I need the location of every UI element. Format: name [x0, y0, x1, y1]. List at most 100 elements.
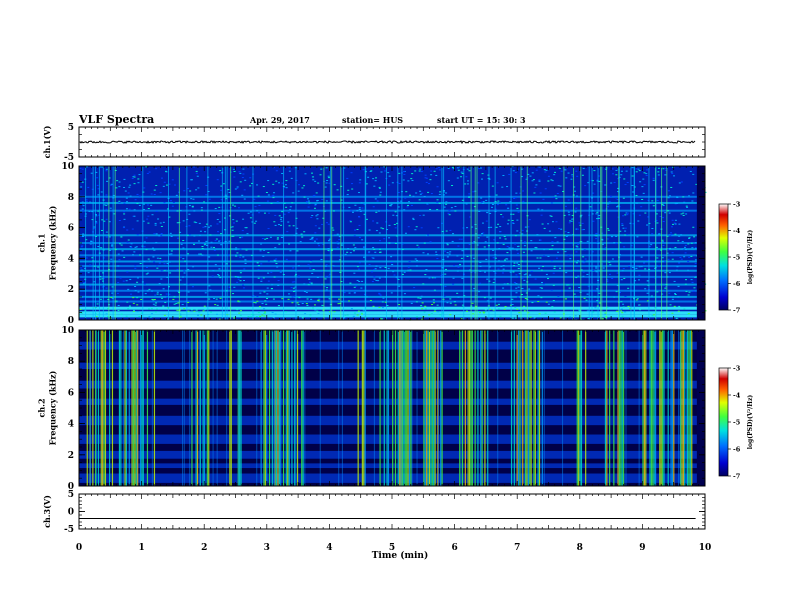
ch1-noise-cell [327, 240, 330, 242]
ch1-noise-cell [199, 253, 202, 255]
ch1-noise-cell [514, 197, 517, 199]
ch1-noise-cell [155, 185, 158, 187]
ch1-noise-cell [477, 237, 480, 239]
ch1-noise-cell [523, 241, 526, 243]
ch2-burst-column [278, 330, 280, 486]
ch1-noise-cell [516, 219, 519, 221]
ch1-noise-cell [516, 262, 519, 264]
ch1-noise-cell [465, 310, 468, 312]
ch1-noise-cell [402, 171, 405, 173]
ch1-noise-cell [163, 202, 166, 204]
ch1-noise-cell [134, 246, 137, 248]
ch1-noise-cell [257, 268, 260, 270]
ch1-noise-cell [559, 185, 562, 187]
ch1-noise-cell [621, 315, 624, 317]
colorbar-tick-label: -3 [733, 365, 741, 373]
ch2-burst-column [296, 330, 299, 486]
ch1-noise-cell [547, 278, 550, 280]
ch1-noise-cell [270, 202, 273, 204]
ch1-noise-cell [349, 220, 352, 222]
ch1-noise-cell [323, 286, 326, 288]
ch1-noise-cell [303, 283, 306, 285]
ch1-noise-cell [519, 232, 522, 234]
ch1-noise-cell [540, 214, 543, 216]
ch1-noise-cell [581, 222, 584, 224]
ch1-noise-cell [375, 265, 378, 267]
ch1-noise-cell [155, 233, 158, 235]
ch1-noise-cell [318, 298, 321, 300]
ch1-noise-cell [154, 224, 157, 226]
ch1-noise-cell [94, 235, 97, 237]
ch1-noise-cell [638, 214, 641, 216]
ch1-noise-cell [263, 311, 266, 313]
ch2-burst-column [268, 330, 271, 486]
ch1-noise-cell [123, 186, 126, 188]
ch1-noise-cell [152, 256, 155, 258]
ch2-sferic [122, 330, 124, 486]
colorbar-s2 [718, 367, 729, 477]
ch1-sferic [520, 166, 522, 320]
ch1-noise-cell [483, 297, 486, 299]
ch1-noise-cell [415, 301, 418, 303]
ch1-noise-cell [146, 172, 149, 174]
ch1-noise-cell [309, 314, 312, 316]
ch1-noise-cell [497, 200, 500, 202]
ch1-noise-cell [331, 234, 334, 236]
ch1-noise-cell [108, 236, 111, 238]
ch1-noise-cell [547, 175, 550, 177]
ch2-burst-column [427, 330, 429, 486]
ch1-sferic [186, 166, 188, 320]
ch1-noise-cell [527, 226, 530, 228]
ch1-noise-cell [509, 249, 512, 251]
ch1-noise-cell [182, 247, 185, 249]
ch1-noise-cell [321, 284, 324, 286]
ch1-noise-cell [454, 304, 457, 306]
ch1-noise-cell [128, 186, 131, 188]
ch1-noise-cell [588, 208, 591, 210]
ch1-noise-cell [145, 267, 148, 269]
ch1-noise-cell [203, 305, 206, 307]
ch1-noise-cell [274, 313, 277, 315]
ch2-burst-column [609, 330, 611, 486]
ch1-noise-cell [553, 311, 556, 313]
ch1-noise-cell [281, 211, 284, 213]
ch1-noise-cell [238, 312, 241, 314]
ch1-noise-cell [650, 295, 653, 297]
ch1-noise-cell [195, 172, 198, 174]
ch1-noise-cell [527, 312, 530, 314]
ch1-noise-cell [592, 290, 595, 292]
ch1-noise-cell [681, 240, 684, 242]
ch2-burst-column [617, 330, 619, 486]
ch1-noise-cell [517, 211, 520, 213]
ch2-burst-column [440, 330, 442, 486]
ch1-noise-cell [496, 204, 499, 206]
ch1-noise-cell [133, 176, 136, 178]
ch1-noise-cell [155, 302, 158, 304]
ch1-noise-cell [369, 171, 372, 173]
ch1-noise-cell [162, 288, 165, 290]
ch1-noise-cell [257, 312, 260, 314]
ch2-spectrogram-background [79, 330, 705, 486]
ch1-noise-cell [565, 235, 568, 237]
ch1-noise-cell [508, 173, 511, 175]
ch1-noise-cell [422, 283, 425, 285]
ch1-noise-cell [477, 168, 480, 170]
ch1-noise-cell [535, 169, 538, 171]
ch1-noise-cell [236, 252, 239, 254]
ch1-noise-cell [291, 302, 294, 304]
ch1-noise-cell [643, 184, 646, 186]
ch1-noise-cell [611, 258, 614, 260]
ch1-noise-cell [664, 212, 667, 214]
ch2-burst-column [394, 330, 397, 486]
ch1-noise-cell [287, 212, 290, 214]
ch1-noise-cell [80, 246, 83, 248]
colorbar-tick-label: -4 [733, 392, 741, 400]
ch1-noise-cell [564, 231, 567, 233]
ch1-noise-cell [378, 293, 381, 295]
ch1-noise-cell [620, 310, 623, 312]
ch2-sferic [520, 330, 522, 486]
ch2-sferic [319, 330, 321, 486]
ch1-noise-cell [643, 172, 646, 174]
ch1-noise-cell [375, 211, 378, 213]
ch1-noise-cell [216, 223, 219, 225]
